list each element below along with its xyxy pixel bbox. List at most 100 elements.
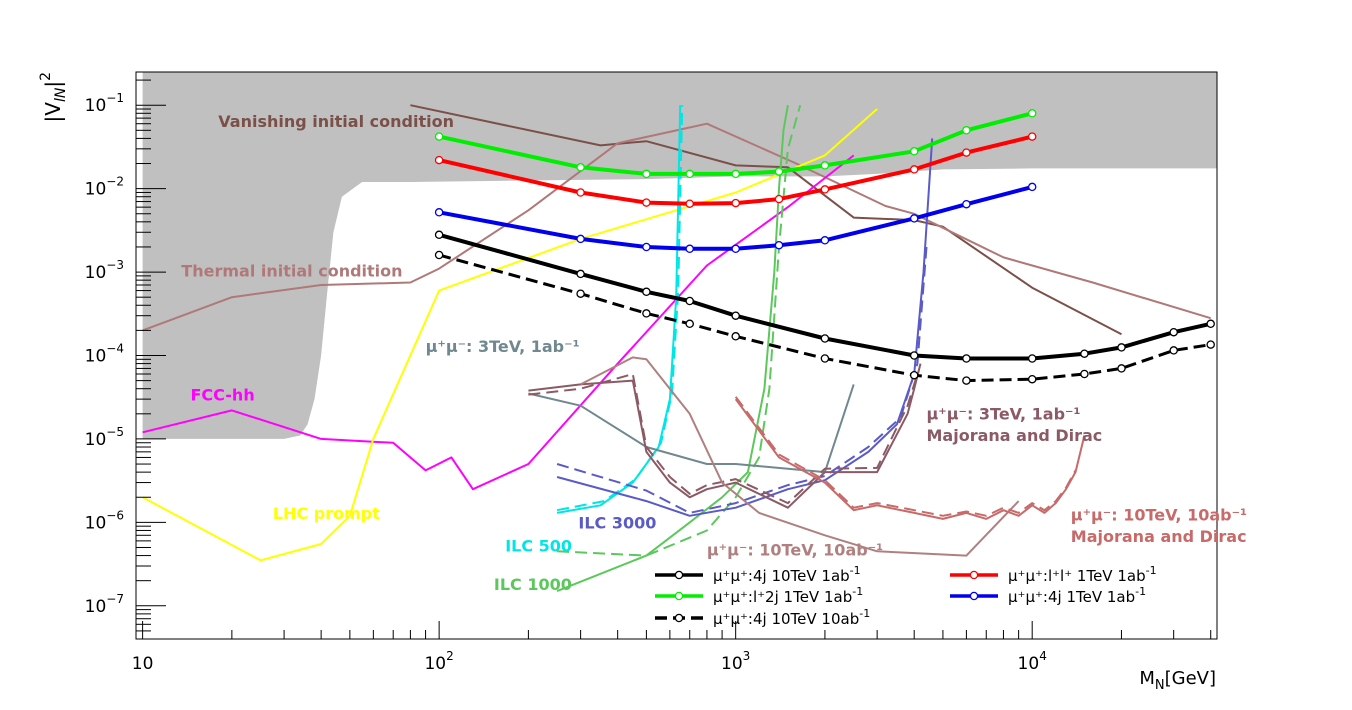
data-point-4j-1tev-1ab [820,236,830,245]
data-point-4j-10tev-1ab [576,269,585,279]
annotation-ilc-3000: ILC 3000 [578,513,656,532]
y-tick-label: 10−7 [85,592,124,617]
data-point-4j-10tev-1ab [962,354,971,363]
legend-label: μ⁺μ⁺:4j 10TeV 10ab-1 [713,607,870,628]
series-line-vanishing-initial-condition [410,104,1122,336]
annotation-majorana-and-dirac: Majorana and Dirac [1071,527,1247,546]
x-tick-label: 104 [1018,649,1047,674]
legend-marker [969,591,979,601]
data-point-l-l-1tev-1ab [434,155,444,165]
annotation-majorana-and-dirac: Majorana and Dirac [927,426,1103,445]
data-point-4j-10tev-10ab [820,354,830,363]
data-point-4j-1tev-1ab [434,208,444,217]
data-point-4j-1tev-1ab [685,244,694,254]
legend-marker [674,570,684,580]
annotation-ilc-500: ILC 500 [505,536,572,555]
series-line-ilc-500-dashed [556,105,684,512]
data-point-4j-10tev-1ab [642,287,651,297]
data-point-4j-10tev-1ab [685,296,694,306]
series-line-ilc-3000-dashed [556,246,928,514]
data-point-4j-1tev-1ab [909,214,919,223]
data-point-4j-10tev-1ab [1117,343,1126,352]
y-tick-label: 10−5 [85,425,124,450]
data-point-4j-1tev-1ab [731,244,740,254]
y-axis-ticks: 10−7 10−6 10−5 10−4 10−3 10−2 10−1 [85,79,166,640]
data-point-4j-10tev-10ab [1117,364,1126,373]
series-line-mu-mu-10tev-10ab-1-majorana-and-dirac [734,398,1086,520]
data-point-l-2j-1tev-1ab [1027,109,1037,118]
annotation-10tev-10ab: μ⁺μ⁻: 10TeV, 10ab⁻¹ [1071,506,1247,525]
y-tick-label: 10−6 [85,508,124,533]
legend-label: μ⁺μ⁺:l⁺l⁺ 1TeV 1ab-1 [1008,564,1157,585]
y-tick-label: 10−3 [85,258,124,283]
y-tick-label: 10−4 [85,342,124,367]
data-point-4j-10tev-1ab [1080,349,1089,358]
data-point-l-2j-1tev-1ab [434,132,444,141]
annotation-10tev-10ab: μ⁺μ⁻: 10TeV, 10ab⁻¹ [707,541,883,560]
data-point-4j-10tev-1ab [1169,327,1178,337]
series-line-ilc-1000-dashed [557,104,802,557]
data-point-l-2j-1tev-1ab [820,161,830,170]
series-line-mu-mu-10tev-10ab-1 [580,356,1020,557]
annotation-3tev-1ab: μ⁺μ⁻: 3TeV, 1ab⁻¹ [927,405,1081,424]
data-point-l-2j-1tev-1ab [774,167,784,176]
series-line-mu-mu-10tev-10ab-1-majorana-and-dirac-dashed [734,396,1077,517]
data-point-l-l-1tev-1ab [1027,132,1037,141]
data-point-4j-1tev-1ab [774,240,784,250]
annotation-thermal-initial-condition: Thermal initial condition [181,262,402,281]
legend-marker [969,570,979,580]
y-tick-label: 10−2 [85,175,124,200]
data-point-l-l-1tev-1ab [774,194,784,204]
legend-label: μ⁺μ⁺:4j 10TeV 1ab-1 [713,564,861,585]
data-point-l-l-1tev-1ab [731,198,740,208]
excluded-regions [142,72,1217,439]
series-line-mu-mu-3tev-1ab-1-majorana-and-dirac-dashed [528,373,919,505]
data-point-4j-10tev-1ab [434,230,444,240]
data-point-l-2j-1tev-1ab [909,147,919,156]
data-point-l-l-1tev-1ab [685,199,694,208]
data-point-4j-10tev-10ab [434,250,444,260]
series-line-fcc-hh [142,154,855,491]
x-axis-title: MN[GeV] [1139,668,1216,693]
legend-label: μ⁺μ⁺:l⁺2j 1TeV 1ab-1 [713,585,863,606]
data-point-4j-10tev-1ab [909,351,919,360]
annotations-layer: Vanishing initial condition Thermal initi… [181,112,1247,594]
data-point-l-2j-1tev-1ab [642,169,651,179]
data-point-4j-1tev-1ab [576,234,585,244]
series-line-l-l-1tev-1ab [438,134,1033,206]
series-line-thermal-initial-condition [142,122,1211,332]
data-point-4j-1tev-1ab [1027,182,1037,192]
series-line-ilc-1000 [556,105,789,593]
data-point-4j-10tev-10ab [642,309,651,318]
data-point-l-2j-1tev-1ab [576,163,585,172]
data-point-4j-10tev-1ab [1027,354,1037,363]
annotation-vanishing-initial-condition: Vanishing initial condition [218,112,454,131]
legend-marker [674,591,684,601]
data-point-4j-10tev-10ab [1206,340,1215,349]
data-point-4j-10tev-10ab [576,289,585,298]
data-point-4j-10tev-10ab [909,370,919,380]
data-point-4j-1tev-1ab [962,199,971,209]
y-axis-title: |VlN|2 [38,72,69,122]
data-point-l-2j-1tev-1ab [731,169,740,179]
x-axis-ticks: 10 102 103 104 [132,621,1212,674]
data-point-l-l-1tev-1ab [820,185,830,194]
data-point-4j-10tev-1ab [731,311,740,320]
legend-marker [674,613,684,623]
data-point-4j-10tev-10ab [962,376,971,385]
data-point-l-l-1tev-1ab [909,165,919,174]
data-point-4j-1tev-1ab [642,242,651,252]
legend-label: μ⁺μ⁺:4j 1TeV 1ab-1 [1008,585,1146,606]
data-point-4j-10tev-10ab [731,332,740,341]
excluded-region-0 [142,72,1217,439]
data-point-l-l-1tev-1ab [962,148,971,157]
x-tick-label: 10 [132,654,154,674]
data-point-4j-10tev-1ab [1206,319,1215,329]
series-line-l-2j-1tev-1ab [438,111,1033,176]
y-tick-label: 10−1 [85,91,124,116]
data-point-4j-10tev-10ab [1169,346,1178,355]
annotation-3tev-1ab: μ⁺μ⁻: 3TeV, 1ab⁻¹ [426,337,580,356]
x-tick-label: 102 [424,649,453,674]
series-line-mu-mu-3tev-1ab-1-majorana-and-dirac [528,363,922,509]
